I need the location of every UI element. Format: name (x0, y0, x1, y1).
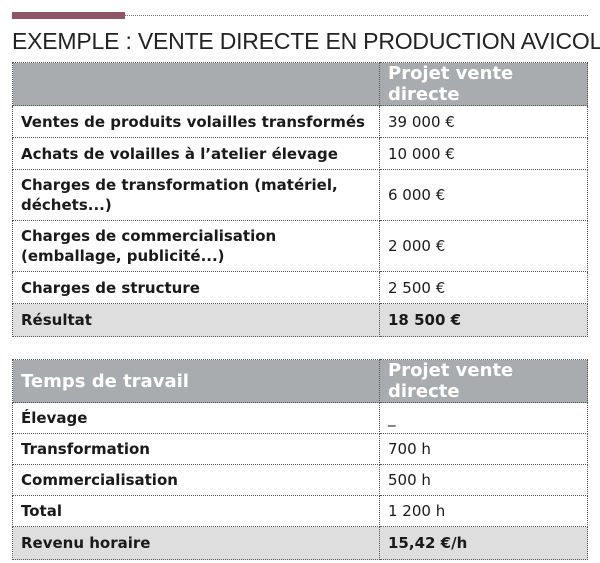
row-label-line: déchets...) (21, 196, 112, 214)
budget-table: Projet vente directe Ventes de produits … (12, 62, 588, 337)
row-value: 2 000 € (379, 220, 588, 272)
page-title: EXEMPLE : VENTE DIRECTE EN PRODUCTION AV… (12, 28, 600, 54)
row-value: 6 000 € (379, 169, 588, 221)
total-label: Résultat (12, 303, 380, 337)
row-value: _ (379, 402, 588, 434)
row-label: Charges de transformation (matériel, déc… (12, 169, 380, 221)
row-value: 10 000 € (379, 137, 588, 170)
table-row: Charges de transformation (matériel, déc… (12, 169, 588, 221)
row-label-line: Charges de transformation (matériel, (21, 176, 338, 194)
row-label-line: Charges de commercialisation (21, 227, 277, 245)
row-label: Total (12, 495, 380, 527)
table-row: Ventes de produits volailles transformés… (12, 105, 588, 138)
work-time-table: Temps de travail Projet vente directe Él… (12, 359, 588, 560)
row-value: 39 000 € (379, 105, 588, 138)
table-row: Charges de commercialisation (emballage,… (12, 220, 588, 272)
header-cell-project: Projet vente directe (379, 62, 588, 106)
row-label: Transformation (12, 433, 380, 465)
table-header-row: Projet vente directe (12, 62, 588, 106)
header-cell-work-time: Temps de travail (12, 359, 380, 403)
table-row: Commercialisation 500 h (12, 464, 588, 496)
total-value: 15,42 €/h (379, 526, 588, 560)
header-cell-project: Projet vente directe (379, 359, 588, 403)
top-divider (125, 15, 588, 16)
table-row: Charges de structure 2 500 € (12, 271, 588, 304)
row-label: Charges de structure (12, 271, 380, 304)
row-label: Achats de volailles à l’atelier élevage (12, 137, 380, 170)
total-row: Revenu horaire 15,42 €/h (12, 526, 588, 560)
table-header-row: Temps de travail Projet vente directe (12, 359, 588, 403)
row-value: 500 h (379, 464, 588, 496)
row-label: Charges de commercialisation (emballage,… (12, 220, 380, 272)
row-value: 1 200 h (379, 495, 588, 527)
total-label: Revenu horaire (12, 526, 380, 560)
header-cell-empty (12, 62, 380, 106)
row-label: Commercialisation (12, 464, 380, 496)
row-value: 700 h (379, 433, 588, 465)
table-row: Achats de volailles à l’atelier élevage … (12, 137, 588, 170)
total-value: 18 500 € (379, 303, 588, 337)
table-row: Transformation 700 h (12, 433, 588, 465)
table-row: Total 1 200 h (12, 495, 588, 527)
row-value: 2 500 € (379, 271, 588, 304)
total-row: Résultat 18 500 € (12, 303, 588, 337)
row-label: Élevage (12, 402, 380, 434)
table-row: Élevage _ (12, 402, 588, 434)
accent-bar (12, 12, 125, 19)
row-label: Ventes de produits volailles transformés (12, 105, 380, 138)
row-label-line: (emballage, publicité...) (21, 247, 225, 265)
